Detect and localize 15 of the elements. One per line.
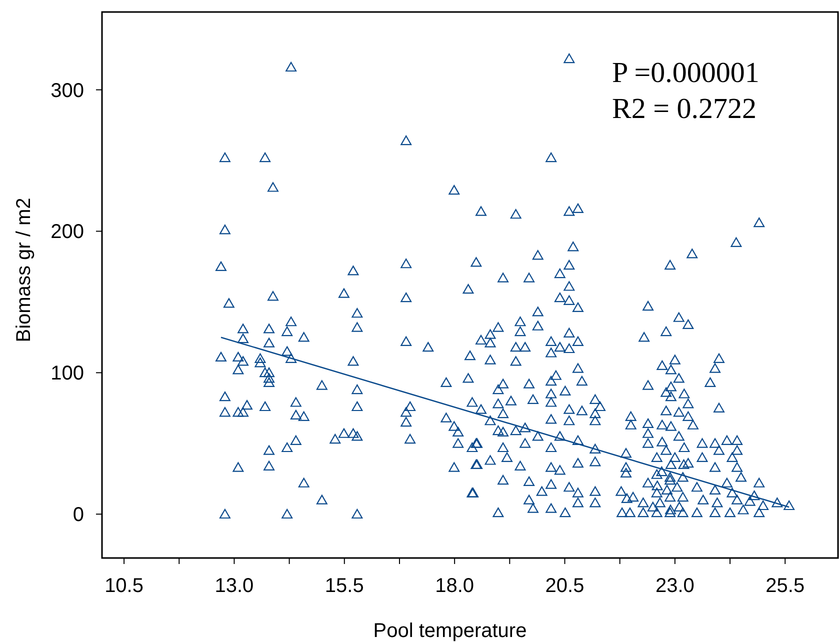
y-tick-label: 100	[50, 362, 84, 385]
x-tick-label: 23.0	[655, 575, 694, 597]
x-axis-title: Pool temperature	[373, 620, 527, 642]
annotation: R2 = 0.2722	[612, 93, 756, 125]
y-tick-label: 300	[50, 80, 84, 102]
annotation: P =0.000001	[612, 57, 760, 89]
x-tick-label: 25.5	[766, 575, 805, 597]
x-tick-label: 20.5	[545, 575, 584, 597]
x-tick-label: 10.5	[104, 575, 144, 597]
y-tick-label: 0	[72, 504, 84, 526]
x-tick-label: 18.0	[435, 575, 474, 597]
x-tick-label: 15.5	[324, 575, 364, 597]
y-axis-title: Biomass gr / m2	[13, 198, 35, 342]
y-tick-label: 200	[50, 221, 84, 244]
x-tick-label: 13.0	[214, 575, 254, 597]
